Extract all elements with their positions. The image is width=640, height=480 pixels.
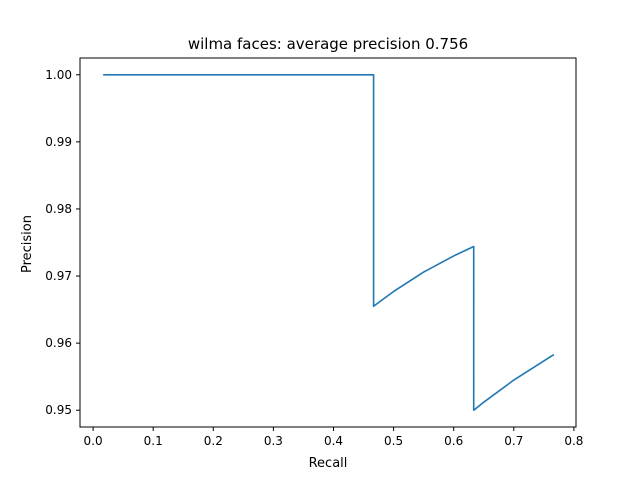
x-tick-label: 0.5 [384, 434, 403, 448]
y-tick-label: 0.95 [45, 403, 72, 417]
plot-lines [103, 73, 555, 412]
y-axis-label: Precision [20, 215, 35, 273]
x-tick-label: 0.8 [564, 434, 583, 448]
y-tick-label: 0.97 [45, 269, 72, 283]
x-tick-label: 0.7 [504, 434, 523, 448]
precision-recall-line [103, 73, 555, 412]
x-tick-label: 0.6 [444, 434, 463, 448]
x-axis-label: Recall [309, 456, 348, 471]
x-tick-label: 0.2 [204, 434, 223, 448]
x-tick-label: 0.0 [84, 434, 103, 448]
y-tick-label: 0.96 [45, 336, 72, 350]
x-axis-ticks: 0.0 0.1 0.2 0.3 0.4 0.5 0.6 0.7 0.8 [84, 427, 583, 448]
chart-title: wilma faces: average precision 0.756 [188, 35, 468, 53]
x-tick-label: 0.4 [324, 434, 343, 448]
y-axis-ticks: 0.95 0.96 0.97 0.98 0.99 1.00 [45, 68, 80, 417]
y-tick-label: 1.00 [45, 68, 72, 82]
x-tick-label: 0.1 [144, 434, 163, 448]
y-tick-label: 0.99 [45, 135, 72, 149]
plot-frame [79, 57, 577, 428]
y-tick-label: 0.98 [45, 202, 72, 216]
x-tick-label: 0.3 [264, 434, 283, 448]
